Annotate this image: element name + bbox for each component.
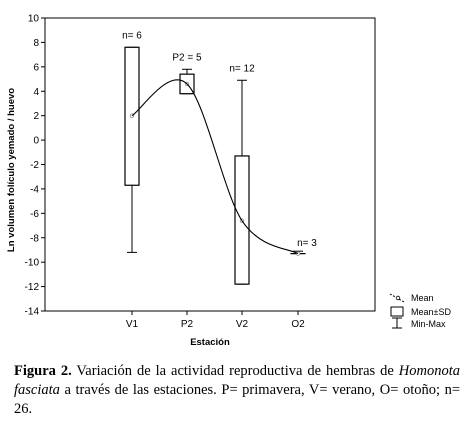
y-tick-label: -12 — [25, 282, 40, 293]
y-tick-label: -2 — [30, 160, 39, 171]
legend-mean-dot — [395, 295, 401, 301]
mean-trend-curve — [131, 79, 299, 255]
x-tick-label: P2 — [181, 319, 194, 330]
legend-mean-label: Mean — [411, 293, 434, 303]
y-tick-label: 0 — [33, 136, 39, 147]
box-series — [124, 46, 306, 285]
n-label: n= 12 — [229, 63, 255, 74]
figure-caption: Figura 2. Variación de la actividad repr… — [14, 362, 460, 419]
caption-species: Homonota fasciata — [14, 363, 460, 398]
x-axis-title: Estación — [190, 337, 230, 348]
y-tick-label: 8 — [33, 38, 39, 49]
y-tick-label: 10 — [28, 14, 40, 25]
n-label: n= 3 — [297, 238, 317, 249]
y-tick-label: 4 — [33, 87, 39, 98]
y-tick-label: 2 — [33, 111, 39, 122]
y-tick-label: -14 — [25, 307, 40, 318]
y-tick-label: -4 — [30, 184, 39, 195]
x-tick-label: V1 — [126, 319, 139, 330]
y-tick-label: -8 — [30, 233, 39, 244]
plot-frame — [44, 17, 376, 312]
n-label: P2 = 5 — [172, 52, 202, 63]
x-axis: V1 P2 V2 O2 — [126, 311, 305, 330]
caption-text-after: a través de las estaciones. P= primavera… — [14, 382, 460, 417]
y-axis: 10 8 6 4 2 0 -2 -4 -6 -8 -10 -12 -14 — [25, 14, 45, 318]
legend-minmax-label: Min-Max — [411, 319, 446, 329]
y-tick-label: -10 — [25, 258, 40, 269]
x-tick-label: O2 — [291, 319, 305, 330]
legend-sd: Mean±SD — [390, 306, 451, 317]
legend-minmax: Min-Max — [392, 317, 446, 329]
y-tick-label: 6 — [33, 62, 39, 73]
x-tick-label: V2 — [236, 319, 249, 330]
legend: Mean Mean±SD Min-Max — [389, 293, 451, 329]
legend-sd-box — [390, 306, 404, 317]
y-tick-label: -6 — [30, 209, 39, 220]
caption-label: Figura 2. — [14, 363, 72, 379]
legend-sd-label: Mean±SD — [411, 307, 451, 317]
legend-mean: Mean — [389, 293, 434, 303]
chart: 10 8 6 4 2 0 -2 -4 -6 -8 -10 -12 -14 V1 P2 V2 O2 n= 6 P2… — [6, 14, 451, 349]
n-labels: n= 6 P2 = 5 n= 12 n= 3 — [122, 30, 317, 249]
y-axis-title: Ln volumen folículo yemado / huevo — [6, 88, 17, 252]
caption-text-before: Variación de la actividad reproductiva d… — [71, 363, 399, 379]
n-label: n= 6 — [122, 30, 142, 41]
